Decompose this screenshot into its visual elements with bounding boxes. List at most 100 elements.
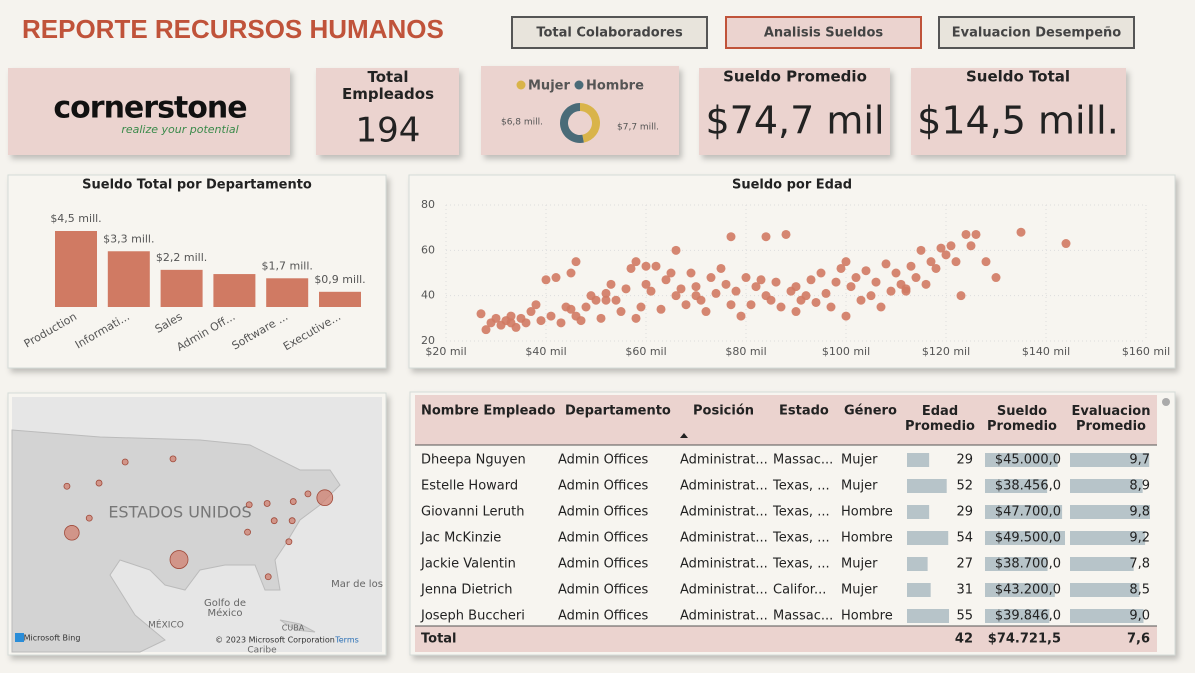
map-land [11, 429, 341, 653]
map-bubble [63, 482, 71, 490]
map-label: Caribe [247, 646, 277, 656]
table-cell: Califor... [773, 583, 826, 598]
map-bubble [304, 490, 312, 498]
table-cell: Administrat... [680, 505, 768, 520]
scatter-point [601, 295, 611, 305]
table-cell: Texas, ... [772, 505, 830, 520]
column-header: Género [844, 404, 897, 419]
data-bar [1070, 453, 1150, 467]
table-cell: Texas, ... [772, 557, 830, 572]
card [911, 68, 1126, 155]
data-bar [907, 479, 947, 493]
scatter-point [856, 295, 866, 305]
scatter-point [571, 257, 581, 267]
tab-button[interactable]: Analisis Sueldos [725, 16, 922, 49]
map-label: Mar de los [331, 579, 383, 590]
table-cell: Mujer [841, 479, 878, 494]
bar [107, 251, 150, 307]
scatter-point [686, 268, 696, 278]
scatter-point [831, 277, 841, 287]
table-cell: Dheepa Nguyen [421, 453, 526, 468]
table-cell: $45.000,0 [995, 453, 1061, 468]
table-cell: 55 [956, 609, 973, 624]
map-bubble [244, 528, 251, 536]
scatter-point [921, 279, 931, 289]
table-cell: Estelle Howard [421, 479, 518, 494]
table-cell: Admin Offices [558, 583, 649, 598]
data-bar [907, 453, 930, 467]
table-cell: $39.846,0 [995, 609, 1061, 624]
scatter-point [626, 263, 636, 273]
scatter-point [791, 307, 801, 317]
kpi-label: Total Empleados [342, 68, 434, 103]
table-cell: Administrat... [680, 583, 768, 598]
scatter-point [476, 309, 486, 319]
data-bar [907, 609, 949, 623]
table-cell: 31 [956, 583, 973, 598]
bar [266, 278, 309, 307]
scatter-point [886, 286, 896, 296]
scatter-point [676, 284, 686, 294]
tab-label: Total Colaboradores [536, 26, 683, 41]
scatter-point [556, 318, 566, 328]
scatter-point [641, 279, 651, 289]
data-bar [985, 557, 1048, 571]
total-cell: 42 [955, 632, 973, 647]
table-header-bg [415, 395, 1157, 445]
donut-slice [580, 103, 600, 143]
scatter-point [706, 273, 716, 283]
table-cell: Texas, ... [772, 531, 830, 546]
x-tick-label: $140 mil [1022, 345, 1070, 358]
map-label: CUBA [282, 624, 305, 633]
table-cell: Joseph Buccheri [420, 609, 525, 624]
table-cell: 9,2 [1129, 531, 1150, 546]
table-cell: Admin Offices [558, 505, 649, 520]
table-cell: Massac... [773, 609, 833, 624]
column-header: Posición [693, 404, 754, 419]
scatter-point [806, 275, 816, 285]
data-bar [985, 453, 1058, 467]
scatter-point [616, 307, 626, 317]
table-cell: Hombre [841, 531, 893, 546]
table-cell: 9,8 [1129, 505, 1150, 520]
scatter-point [691, 282, 701, 292]
map-label: MÉXICO [148, 619, 184, 631]
bar-value-label: $3,3 mill. [103, 232, 154, 245]
scatter-point [576, 316, 586, 326]
data-bar [907, 557, 928, 571]
bar [160, 269, 203, 307]
scatter-point [721, 279, 731, 289]
scatter-point [756, 275, 766, 285]
donut-label: $7,7 mill. [617, 123, 659, 133]
column-header: Nombre Empleado [421, 404, 555, 419]
column-header: Departamento [565, 404, 671, 419]
scatter-point [816, 268, 826, 278]
column-header: Edad Promedio [905, 404, 975, 434]
map-bubble [316, 489, 334, 507]
scatter-point [726, 232, 736, 242]
scatter-point [771, 277, 781, 287]
map-bubble [85, 514, 93, 522]
bar [319, 291, 361, 307]
data-bar [1070, 505, 1150, 519]
table-cell: 9,0 [1129, 609, 1150, 624]
table-cell: $38.700,0 [995, 557, 1061, 572]
map-label: ESTADOS UNIDOS [108, 503, 251, 522]
table-cell: Jackie Valentin [420, 557, 516, 572]
map-land [279, 619, 316, 633]
y-tick-label: 60 [421, 243, 435, 256]
table-cell: Administrat... [680, 479, 768, 494]
tab-button[interactable]: Total Colaboradores [511, 16, 708, 49]
scatter-point [981, 257, 991, 267]
x-tick-label: $40 mil [525, 345, 566, 358]
tab-button[interactable]: Evaluacion Desempeño [938, 16, 1135, 49]
total-cell: $74.721,5 [988, 632, 1061, 647]
card [699, 68, 890, 155]
map-bubble [121, 458, 129, 466]
scatter-point [506, 318, 516, 328]
scatter-point [536, 316, 546, 326]
scatter-point [601, 288, 611, 298]
kpi-value: $74,7 mil [706, 99, 885, 143]
table-cell: $49.500,0 [995, 531, 1061, 546]
table-cell: Mujer [841, 583, 878, 598]
